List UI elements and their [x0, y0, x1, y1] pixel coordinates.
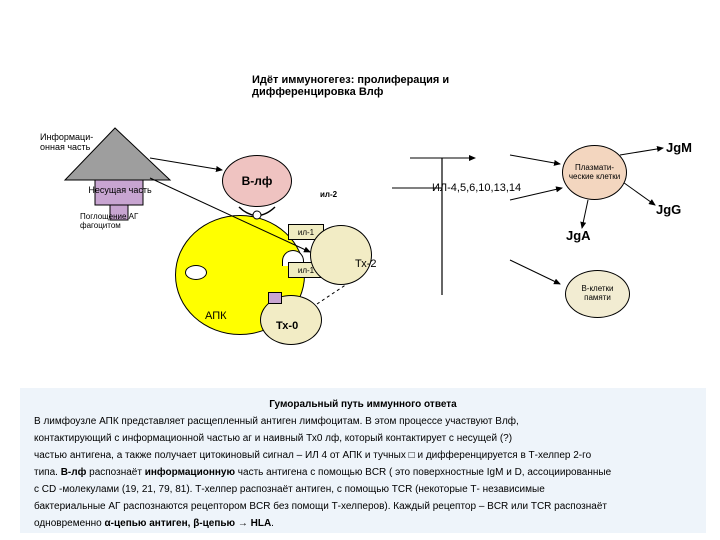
igg-label: JgG [656, 202, 681, 217]
para-5: с CD -молекулами (19, 21, 79, 81). Т-хел… [34, 481, 692, 498]
body-text-block: Гуморальный путь иммунного ответа В лимф… [20, 388, 706, 533]
plasma-label: Плазмати-ческие клетки [565, 164, 624, 182]
iga-label: JgA [566, 228, 591, 243]
para-7: одновременно α-цепью антиген, β-цепью → … [34, 515, 692, 532]
igm-label: JgM [666, 140, 692, 155]
para-1: В лимфоузле АПК представляет расщепленны… [34, 413, 692, 430]
bmem-label: В-клетки памяти [568, 285, 627, 303]
plasma-cell: Плазмати-ческие клетки [562, 145, 627, 200]
para-2: контактирующий с информационной частью а… [34, 430, 692, 447]
il-4-14-label: ИЛ-4,5,6,10,13,14 [432, 182, 521, 194]
bmem-cell: В-клетки памяти [565, 270, 630, 318]
para-6: бактериальные АГ распознаются рецептором… [34, 498, 692, 515]
para-3: частью антигена, а также получает цитоки… [34, 447, 692, 464]
para-4: типа. В-лф распознаёт информационную час… [34, 464, 692, 481]
para-title: Гуморальный путь иммунного ответа [34, 396, 692, 413]
